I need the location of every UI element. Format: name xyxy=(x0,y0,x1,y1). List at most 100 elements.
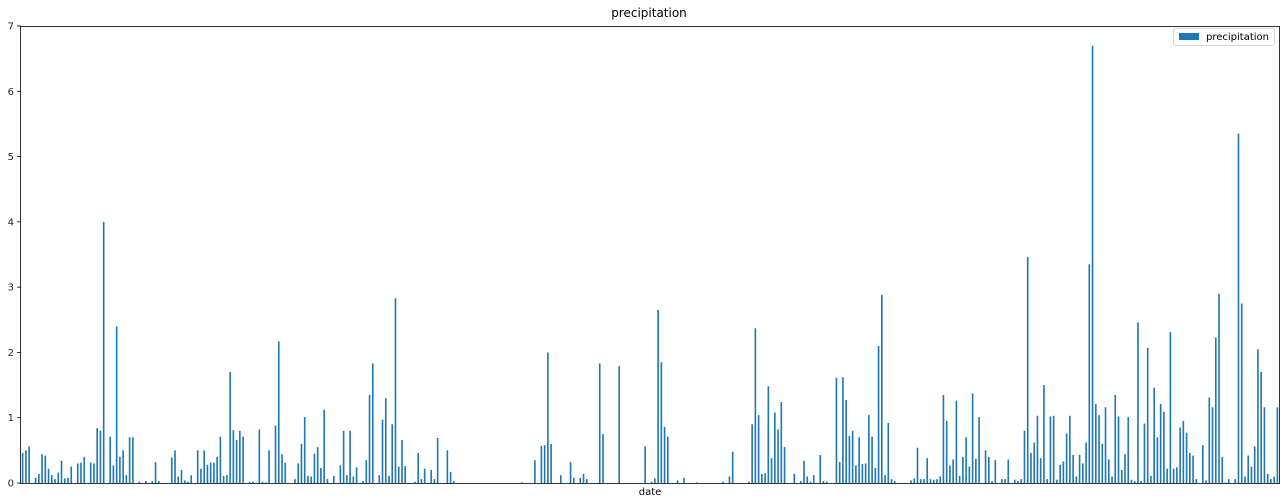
bar xyxy=(1172,468,1175,483)
bar xyxy=(1176,467,1178,483)
legend: precipitation xyxy=(1173,28,1275,46)
bar xyxy=(893,481,896,483)
bar xyxy=(1202,445,1204,483)
bar xyxy=(1056,479,1058,483)
bar xyxy=(1237,133,1240,483)
bar xyxy=(965,437,967,483)
bar xyxy=(1062,461,1065,483)
bar xyxy=(281,454,283,483)
bar xyxy=(764,473,766,483)
bar xyxy=(936,479,938,483)
bar xyxy=(307,475,309,483)
bar xyxy=(1195,479,1198,483)
bar xyxy=(962,456,964,483)
bar xyxy=(547,352,549,483)
bar xyxy=(819,454,822,483)
bar xyxy=(1098,415,1100,483)
bar xyxy=(803,460,805,483)
bar xyxy=(368,394,371,483)
bar xyxy=(945,420,948,483)
bar xyxy=(602,434,604,483)
bar xyxy=(1276,407,1279,483)
bar xyxy=(1036,415,1039,483)
bar xyxy=(206,464,209,483)
bar xyxy=(598,363,601,483)
bar xyxy=(1013,479,1016,483)
bar xyxy=(21,452,24,483)
bar xyxy=(177,476,180,483)
bar xyxy=(573,477,575,483)
bar xyxy=(881,294,883,483)
bar xyxy=(1124,454,1126,483)
bar xyxy=(349,430,351,483)
bar xyxy=(780,402,783,483)
bar xyxy=(115,326,118,483)
bar xyxy=(1211,407,1214,483)
bar xyxy=(1218,293,1220,483)
bar xyxy=(365,460,368,483)
y-tick-label: 1 xyxy=(8,413,14,424)
bar xyxy=(190,475,193,483)
bar xyxy=(1166,468,1168,483)
y-tick-label: 7 xyxy=(8,22,14,33)
bar xyxy=(1052,415,1055,483)
bar xyxy=(923,479,925,483)
bar xyxy=(984,450,987,483)
bar xyxy=(890,479,893,483)
bar xyxy=(1273,476,1275,483)
bar xyxy=(822,481,825,483)
bar xyxy=(310,476,312,483)
bar xyxy=(268,450,270,483)
bar xyxy=(1127,417,1130,483)
bar xyxy=(362,481,364,483)
bar xyxy=(125,475,128,483)
bar xyxy=(1043,385,1045,483)
plot-area-frame xyxy=(20,26,1280,484)
bar xyxy=(34,477,37,483)
bar xyxy=(1130,479,1133,483)
bar xyxy=(294,479,296,483)
legend-label: precipitation xyxy=(1206,32,1269,43)
bar xyxy=(919,479,922,483)
bar xyxy=(579,477,582,483)
bar xyxy=(884,475,886,483)
bar xyxy=(848,435,851,483)
bar xyxy=(1107,459,1110,483)
bar xyxy=(939,476,941,483)
bar xyxy=(543,445,546,483)
bar xyxy=(770,458,773,483)
bar xyxy=(60,460,63,483)
bar xyxy=(239,430,241,483)
bar xyxy=(397,466,400,483)
bar xyxy=(1082,463,1084,483)
bar xyxy=(203,450,205,483)
bar xyxy=(339,465,342,483)
bar xyxy=(1133,481,1136,483)
bar xyxy=(297,463,300,483)
bar xyxy=(1257,349,1259,483)
bar xyxy=(44,455,47,483)
bar xyxy=(1065,433,1068,483)
bar xyxy=(1104,407,1107,483)
bar xyxy=(174,450,176,483)
bar xyxy=(1266,473,1269,483)
bar xyxy=(323,409,325,483)
bar xyxy=(731,451,734,483)
bar xyxy=(25,450,27,483)
bar xyxy=(99,430,102,483)
y-tick-label: 5 xyxy=(8,152,14,163)
bar xyxy=(96,428,98,483)
bar xyxy=(751,424,753,483)
bar xyxy=(326,479,329,483)
bar xyxy=(916,447,919,483)
bar xyxy=(89,462,92,483)
bar xyxy=(316,447,319,483)
bar xyxy=(1208,397,1211,483)
bar xyxy=(109,436,111,483)
bar xyxy=(799,481,802,483)
bar xyxy=(887,422,890,483)
bar xyxy=(994,460,997,483)
bar xyxy=(414,481,416,483)
bar xyxy=(1205,480,1207,483)
bar xyxy=(170,457,173,483)
